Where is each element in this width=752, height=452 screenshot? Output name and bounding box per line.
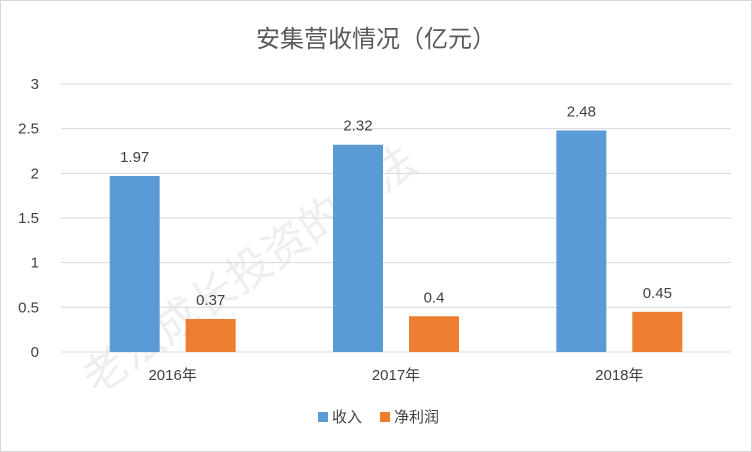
data-label: 2.32	[343, 118, 372, 135]
data-label: 0.37	[196, 292, 225, 309]
bar	[333, 144, 383, 352]
chart-title: 安集营收情况（亿元）	[256, 25, 496, 53]
bar	[409, 316, 459, 352]
y-tick-label: 1.5	[18, 210, 39, 227]
y-tick-label: 2	[31, 165, 39, 182]
bar	[632, 311, 683, 352]
legend-label: 净利润	[394, 409, 439, 426]
y-tick-label: 1	[31, 255, 39, 272]
x-tick-label: 2017年	[372, 367, 420, 384]
legend-swatch	[318, 412, 328, 422]
y-tick-label: 0.5	[18, 299, 39, 316]
data-label: 2.48	[567, 103, 596, 120]
data-label: 0.4	[424, 289, 445, 306]
legend-label: 收入	[332, 409, 362, 426]
bar	[556, 130, 607, 352]
x-tick-label: 2018年	[595, 367, 643, 384]
bar	[185, 318, 236, 352]
data-label: 1.97	[120, 149, 149, 166]
bar	[109, 176, 160, 352]
y-tick-label: 3	[31, 76, 39, 93]
y-tick-label: 2.5	[18, 121, 39, 138]
x-tick-label: 2016年	[148, 367, 196, 384]
data-label: 0.45	[643, 285, 672, 302]
y-tick-label: 0	[31, 344, 39, 361]
legend-swatch	[380, 412, 390, 422]
